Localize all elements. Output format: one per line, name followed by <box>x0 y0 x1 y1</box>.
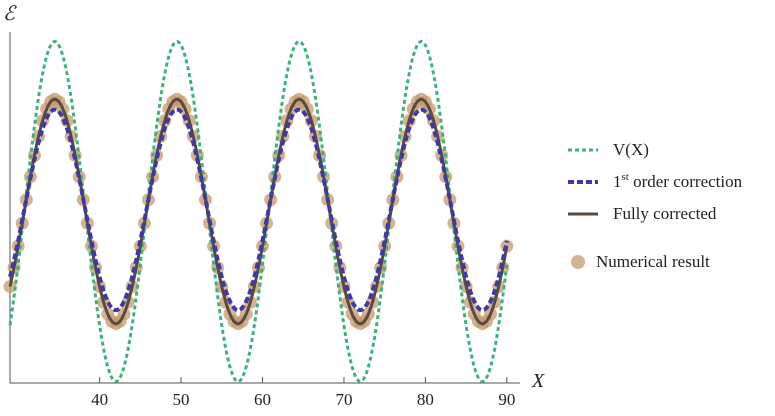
legend-item: V(X) <box>568 140 649 159</box>
x-tick-label: 50 <box>173 390 190 409</box>
legend-label: Numerical result <box>596 252 710 271</box>
series-layer <box>3 39 514 384</box>
x-tick-label: 90 <box>498 390 515 409</box>
legend-label: Fully corrected <box>613 204 717 223</box>
legend-item: Fully corrected <box>568 204 717 223</box>
x-tick-label: 40 <box>91 390 108 409</box>
legend-label: V(X) <box>613 140 649 159</box>
y-axis-label: ℰ <box>3 3 17 25</box>
legend-item: Numerical result <box>571 252 710 271</box>
series-line-dotted <box>8 39 509 384</box>
x-tick-label: 80 <box>417 390 434 409</box>
x-axis-label: X <box>531 370 545 392</box>
x-tick-label: 60 <box>254 390 271 409</box>
plot-area: ℰ X 40 50 60 70 80 90 <box>3 3 545 409</box>
x-tick-label: 70 <box>335 390 352 409</box>
legend-label: 1st order correction <box>613 171 743 191</box>
series-line-dashed <box>8 107 509 313</box>
legend: V(X) 1st order correction Fully corrected N… <box>568 140 743 271</box>
legend-swatch <box>571 255 585 269</box>
legend-item: 1st order correction <box>568 171 743 191</box>
x-ticks: 40 50 60 70 80 90 <box>91 377 515 409</box>
